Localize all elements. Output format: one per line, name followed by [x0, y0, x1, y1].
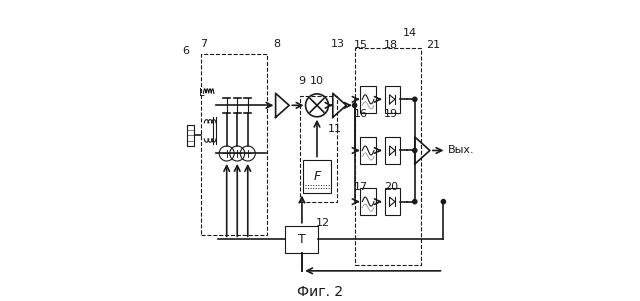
- FancyBboxPatch shape: [360, 188, 376, 215]
- Circle shape: [413, 148, 417, 153]
- Circle shape: [413, 200, 417, 204]
- Text: 13: 13: [330, 39, 344, 49]
- Text: 6: 6: [182, 46, 189, 56]
- Text: 19: 19: [383, 109, 398, 119]
- FancyBboxPatch shape: [303, 160, 330, 193]
- Text: F: F: [314, 169, 321, 183]
- FancyBboxPatch shape: [187, 125, 195, 146]
- FancyBboxPatch shape: [285, 226, 319, 253]
- Text: 21: 21: [426, 40, 440, 50]
- Bar: [300, 96, 337, 202]
- Circle shape: [413, 97, 417, 101]
- Text: 14: 14: [403, 28, 417, 38]
- Text: 17: 17: [353, 182, 368, 192]
- Text: Фиг. 2: Фиг. 2: [297, 285, 343, 299]
- FancyBboxPatch shape: [385, 137, 400, 164]
- Bar: [355, 48, 421, 265]
- Text: T: T: [298, 233, 306, 246]
- Text: 18: 18: [383, 40, 398, 50]
- FancyBboxPatch shape: [360, 86, 376, 113]
- Text: 15: 15: [354, 40, 367, 50]
- Text: 11: 11: [328, 124, 342, 135]
- Text: 12: 12: [316, 218, 330, 228]
- Text: 20: 20: [383, 182, 398, 192]
- Text: 8: 8: [274, 39, 281, 49]
- Text: 10: 10: [310, 76, 324, 86]
- FancyBboxPatch shape: [360, 137, 376, 164]
- Text: 9: 9: [298, 76, 305, 86]
- Text: L: L: [199, 88, 205, 98]
- Text: 7: 7: [200, 39, 208, 49]
- Circle shape: [442, 200, 445, 204]
- FancyBboxPatch shape: [385, 188, 400, 215]
- Bar: [201, 54, 268, 235]
- Text: Вых.: Вых.: [448, 145, 474, 156]
- Text: 16: 16: [354, 109, 367, 119]
- Circle shape: [353, 103, 356, 107]
- FancyBboxPatch shape: [385, 86, 400, 113]
